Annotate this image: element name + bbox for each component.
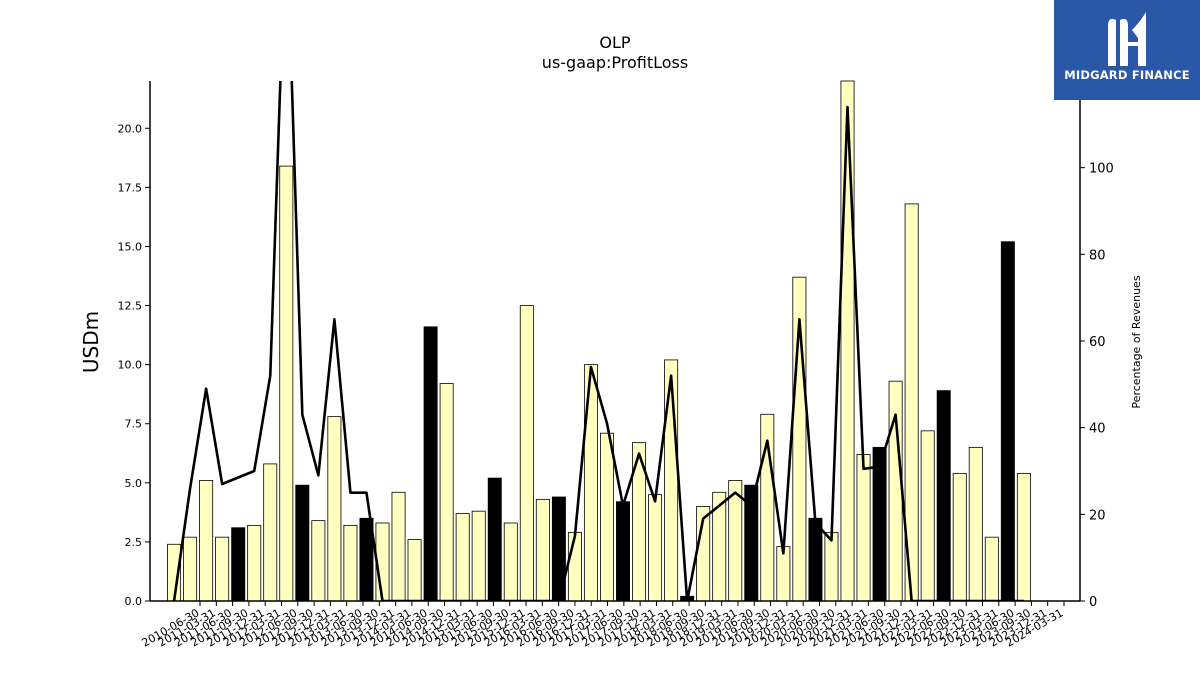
bar-2019-12-31: [776, 546, 791, 602]
bar-2010-09-30: [183, 536, 198, 602]
y2-tick-label: 60: [1089, 335, 1106, 350]
bar-2017-03-31: [600, 432, 614, 602]
bar-2015-12-31: [519, 305, 534, 602]
bar-2022-09-30: [952, 472, 967, 602]
bar-2020-09-30: [824, 532, 839, 602]
brand-logo: MIDGARD FINANCE: [1054, 0, 1200, 100]
chart-title: OLP: [599, 33, 631, 52]
bar-2012-09-30: [311, 520, 326, 602]
bar-2023-09-30: [1016, 472, 1031, 602]
axes: 0.0 2.5 5.0 7.5 10.0 12.5 15.0 17.5 20.0 0 20 40 60 8…: [118, 81, 1114, 650]
bar-2011-03-31: [215, 536, 230, 602]
y2-tick-label: 100: [1089, 162, 1114, 177]
bar-2016-03-31: [535, 498, 550, 602]
bar-2022-12-31: [968, 446, 983, 602]
midgard-logo-icon: [1108, 12, 1146, 66]
y2-axis-label: Percentage of Revenues: [1130, 275, 1143, 408]
bar-2013-12-31: [391, 491, 406, 602]
y2-tick-label: 0: [1089, 595, 1097, 610]
bar-2012-12-31: [327, 416, 342, 602]
bar-2017-12-31: [648, 494, 663, 602]
y-axis-label: USDm: [79, 311, 103, 373]
bar-2021-06-30: [872, 446, 887, 602]
bar-2017-06-30: [616, 501, 630, 602]
bar-2021-03-31: [856, 454, 871, 602]
bar-2011-06-30: [231, 527, 246, 602]
bar-2023-03-31: [984, 536, 999, 602]
bar-series: [167, 80, 1031, 602]
bar-2019-03-31: [728, 480, 743, 602]
percentage-of-revenues-line: [172, 81, 1024, 601]
bar-2014-09-30: [439, 383, 454, 602]
bar-2015-06-30: [487, 477, 502, 602]
y-tick-label: 5.0: [125, 477, 143, 490]
y-tick-label: 0.0: [125, 595, 143, 608]
bar-2012-03-31: [279, 165, 294, 602]
bar-2014-03-31: [407, 539, 422, 602]
y-tick-label: 2.5: [125, 536, 143, 549]
y2-tick-label: 20: [1089, 508, 1106, 523]
y2-tick-label: 40: [1089, 422, 1106, 437]
bar-2016-09-30: [567, 532, 582, 602]
y-tick-label: 17.5: [118, 181, 143, 194]
brand-name: MIDGARD FINANCE: [1064, 68, 1190, 82]
bar-2020-12-31: [840, 80, 855, 602]
bar-2020-06-30: [808, 517, 823, 602]
bar-2014-12-31: [455, 513, 470, 602]
bar-2011-12-31: [263, 463, 278, 602]
y2-tick-label: 80: [1089, 248, 1106, 263]
y-tick-label: 15.0: [118, 240, 143, 253]
bar-2015-03-31: [471, 510, 486, 602]
bar-2013-03-31: [343, 524, 358, 602]
y-tick-label: 10.0: [118, 359, 143, 372]
y-tick-label: 12.5: [118, 300, 143, 313]
bar-2022-03-31: [920, 430, 935, 602]
bar-2022-06-30: [936, 390, 951, 602]
bar-2015-09-30: [503, 522, 518, 602]
y-tick-label: 20.0: [118, 122, 143, 135]
y-tick-label: 7.5: [125, 418, 143, 431]
chart-subtitle: us-gaap:ProfitLoss: [542, 53, 688, 72]
bar-2014-06-30: [423, 326, 438, 602]
bar-2010-12-31: [199, 480, 214, 602]
bar-2012-06-30: [295, 484, 310, 602]
bar-2016-12-31: [583, 364, 598, 602]
bar-2018-03-31: [664, 359, 679, 602]
bar-2023-06-30: [1000, 241, 1015, 602]
bar-2011-09-30: [247, 524, 262, 602]
line-series-group: [172, 81, 1024, 601]
